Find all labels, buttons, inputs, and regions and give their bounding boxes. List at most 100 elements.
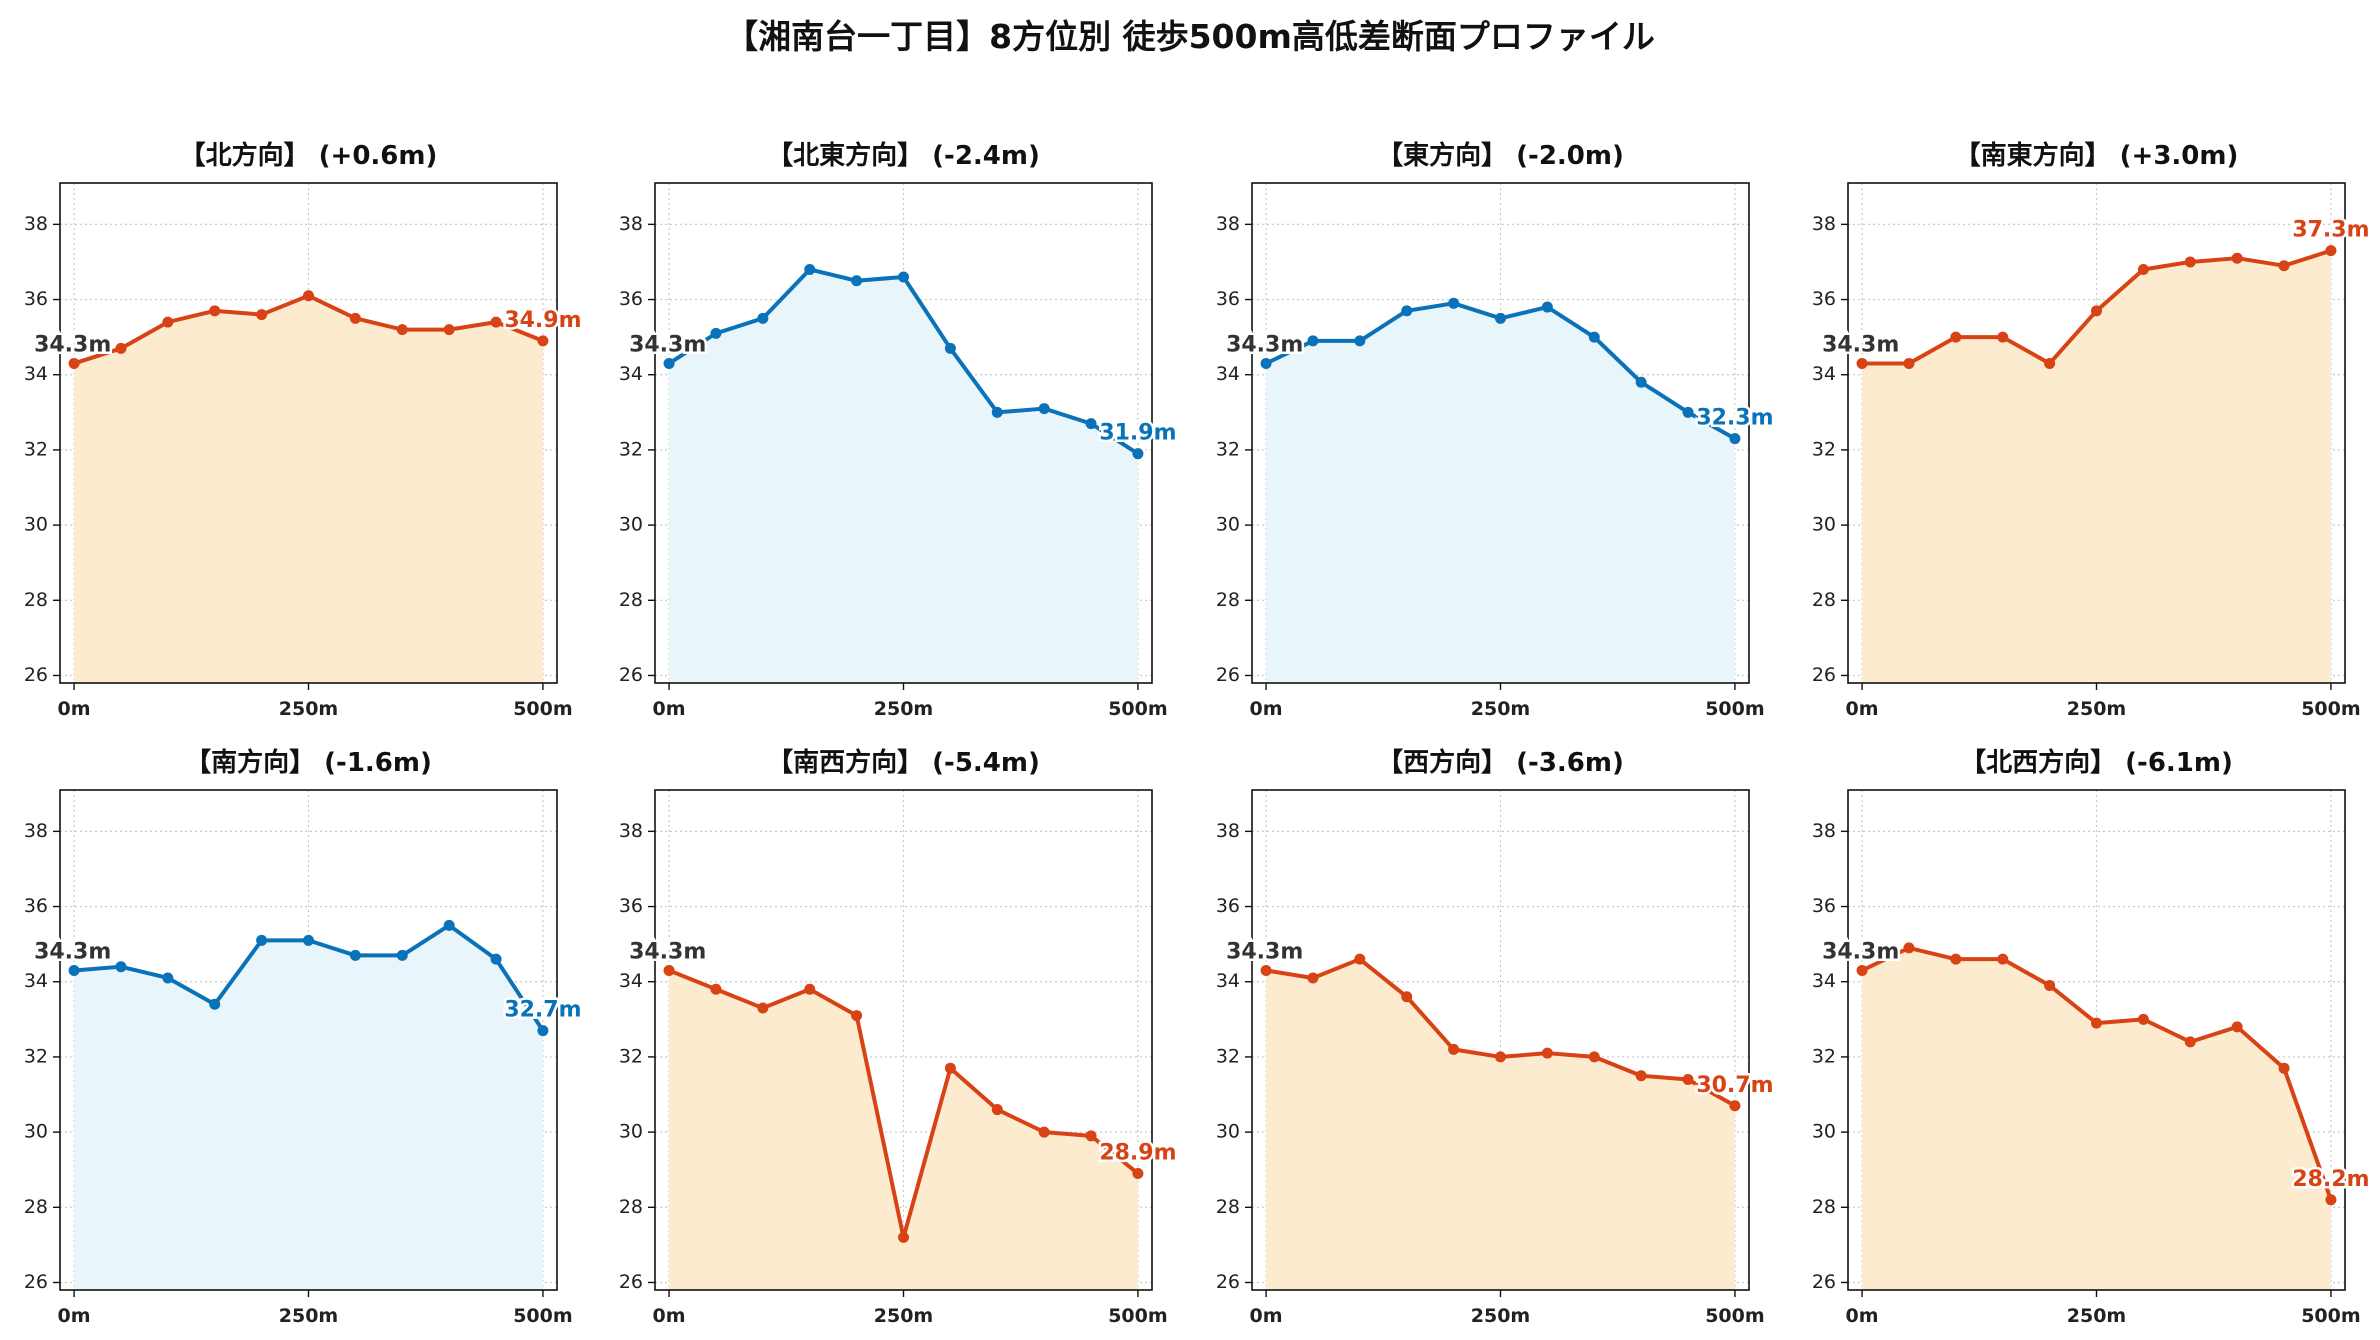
data-point (2091, 305, 2102, 317)
data-point (1260, 964, 1272, 976)
data-point (1085, 1130, 1097, 1142)
y-tick-label: 26 (1812, 1271, 1836, 1293)
data-point (2137, 1013, 2149, 1025)
x-tick-label: 250m (1471, 698, 1530, 720)
y-tick-label: 36 (1216, 288, 1240, 310)
y-tick-label: 38 (619, 820, 643, 842)
panel-title: 【南東方向】 (+3.0m) (1955, 140, 2239, 171)
y-tick-label: 38 (24, 213, 48, 235)
y-tick-label: 26 (619, 1271, 643, 1293)
y-tick-label: 30 (1216, 1121, 1240, 1143)
end-value-label: 31.9m (1099, 421, 1176, 446)
data-point (991, 1104, 1003, 1116)
start-value-label: 34.3m (629, 939, 706, 964)
x-tick-label: 0m (58, 698, 91, 720)
data-point (757, 1002, 769, 1014)
data-point (2044, 357, 2056, 369)
panel-1: 【北方向】 (+0.6m) 26 28 30 32 34 36 38 0m 250m 500m 34.… (24, 140, 584, 720)
y-tick-label: 36 (24, 895, 48, 917)
end-value-label: 28.2m (2292, 1167, 2369, 1192)
data-point (1448, 297, 1460, 309)
y-tick-label: 34 (1216, 363, 1240, 385)
y-tick-label: 32 (1216, 1045, 1240, 1067)
data-point (898, 1231, 909, 1243)
data-point (1729, 1100, 1741, 1112)
y-tick-label: 30 (619, 1121, 643, 1143)
y-tick-label: 26 (24, 664, 48, 686)
data-point (115, 961, 127, 973)
data-point (851, 275, 863, 287)
data-point (443, 324, 455, 336)
data-point (396, 949, 408, 961)
data-point (2231, 252, 2243, 264)
y-tick-label: 34 (1812, 363, 1836, 385)
area-fill (1862, 947, 2331, 1290)
data-point (115, 342, 127, 354)
y-tick-label: 28 (619, 1196, 643, 1218)
data-point (490, 316, 502, 328)
panel-title: 【南西方向】 (-5.4m) (767, 747, 1040, 778)
data-point (804, 263, 816, 275)
x-tick-label: 0m (653, 1305, 686, 1327)
area-fill (669, 970, 1138, 1290)
data-point (2278, 1062, 2290, 1074)
y-tick-label: 38 (1812, 213, 1836, 235)
panel-2: 【北東方向】 (-2.4m) 26 28 30 32 34 36 38 0m 250m 500m 34… (619, 140, 1179, 720)
data-point (443, 919, 455, 931)
panel-title: 【南方向】 (-1.6m) (185, 747, 432, 778)
x-tick-label: 500m (1705, 698, 1764, 720)
data-point (1950, 331, 1962, 343)
data-point (2091, 1017, 2102, 1029)
data-point (256, 309, 268, 321)
data-point (1085, 418, 1097, 430)
data-point (303, 290, 314, 302)
data-point (68, 964, 80, 976)
x-tick-label: 500m (1705, 1305, 1764, 1327)
data-point (209, 305, 221, 317)
end-value-label: 28.9m (1099, 1140, 1176, 1165)
x-tick-label: 250m (279, 1305, 338, 1327)
y-tick-label: 38 (1812, 820, 1836, 842)
panel-title: 【北東方向】 (-2.4m) (767, 140, 1040, 171)
x-tick-label: 250m (874, 698, 933, 720)
area-fill (74, 925, 543, 1290)
data-point (537, 1025, 549, 1037)
y-tick-label: 32 (1812, 1045, 1836, 1067)
data-point (1588, 1051, 1600, 1063)
y-tick-label: 32 (619, 1045, 643, 1067)
x-tick-label: 0m (1250, 1305, 1283, 1327)
end-value-label: 37.3m (2292, 218, 2369, 243)
x-tick-label: 0m (1846, 698, 1879, 720)
data-point (1495, 1051, 1506, 1063)
end-value-label: 32.7m (504, 998, 581, 1023)
area-fill (669, 269, 1138, 683)
x-tick-label: 0m (1250, 698, 1283, 720)
data-point (349, 312, 361, 324)
data-point (1260, 357, 1272, 369)
data-point (710, 327, 722, 339)
data-point (1495, 312, 1506, 324)
y-tick-label: 32 (24, 1045, 48, 1067)
y-tick-label: 36 (1812, 288, 1836, 310)
panel-5: 【南方向】 (-1.6m) 26 28 30 32 34 36 38 0m 250m 500m 34.… (24, 747, 584, 1327)
start-value-label: 34.3m (1226, 939, 1303, 964)
x-tick-label: 500m (2301, 698, 2360, 720)
start-value-label: 34.3m (1822, 939, 1899, 964)
x-tick-label: 0m (58, 1305, 91, 1327)
x-tick-label: 500m (513, 698, 572, 720)
data-point (1307, 335, 1319, 347)
panel-title: 【北方向】 (+0.6m) (180, 140, 438, 171)
data-point (1635, 376, 1647, 388)
x-tick-label: 250m (1471, 1305, 1530, 1327)
y-tick-label: 28 (1812, 1196, 1836, 1218)
data-point (1132, 448, 1144, 460)
data-point (1132, 1167, 1144, 1179)
start-value-label: 34.3m (34, 332, 111, 357)
y-tick-label: 38 (1216, 213, 1240, 235)
end-value-label: 30.7m (1696, 1073, 1773, 1098)
end-value-label: 34.9m (504, 308, 581, 333)
x-tick-label: 500m (1108, 698, 1167, 720)
y-tick-label: 30 (24, 1121, 48, 1143)
panel-8: 【北西方向】 (-6.1m) 26 28 30 32 34 36 38 0m 250m 500m 34… (1812, 747, 2372, 1327)
data-point (1903, 357, 1915, 369)
